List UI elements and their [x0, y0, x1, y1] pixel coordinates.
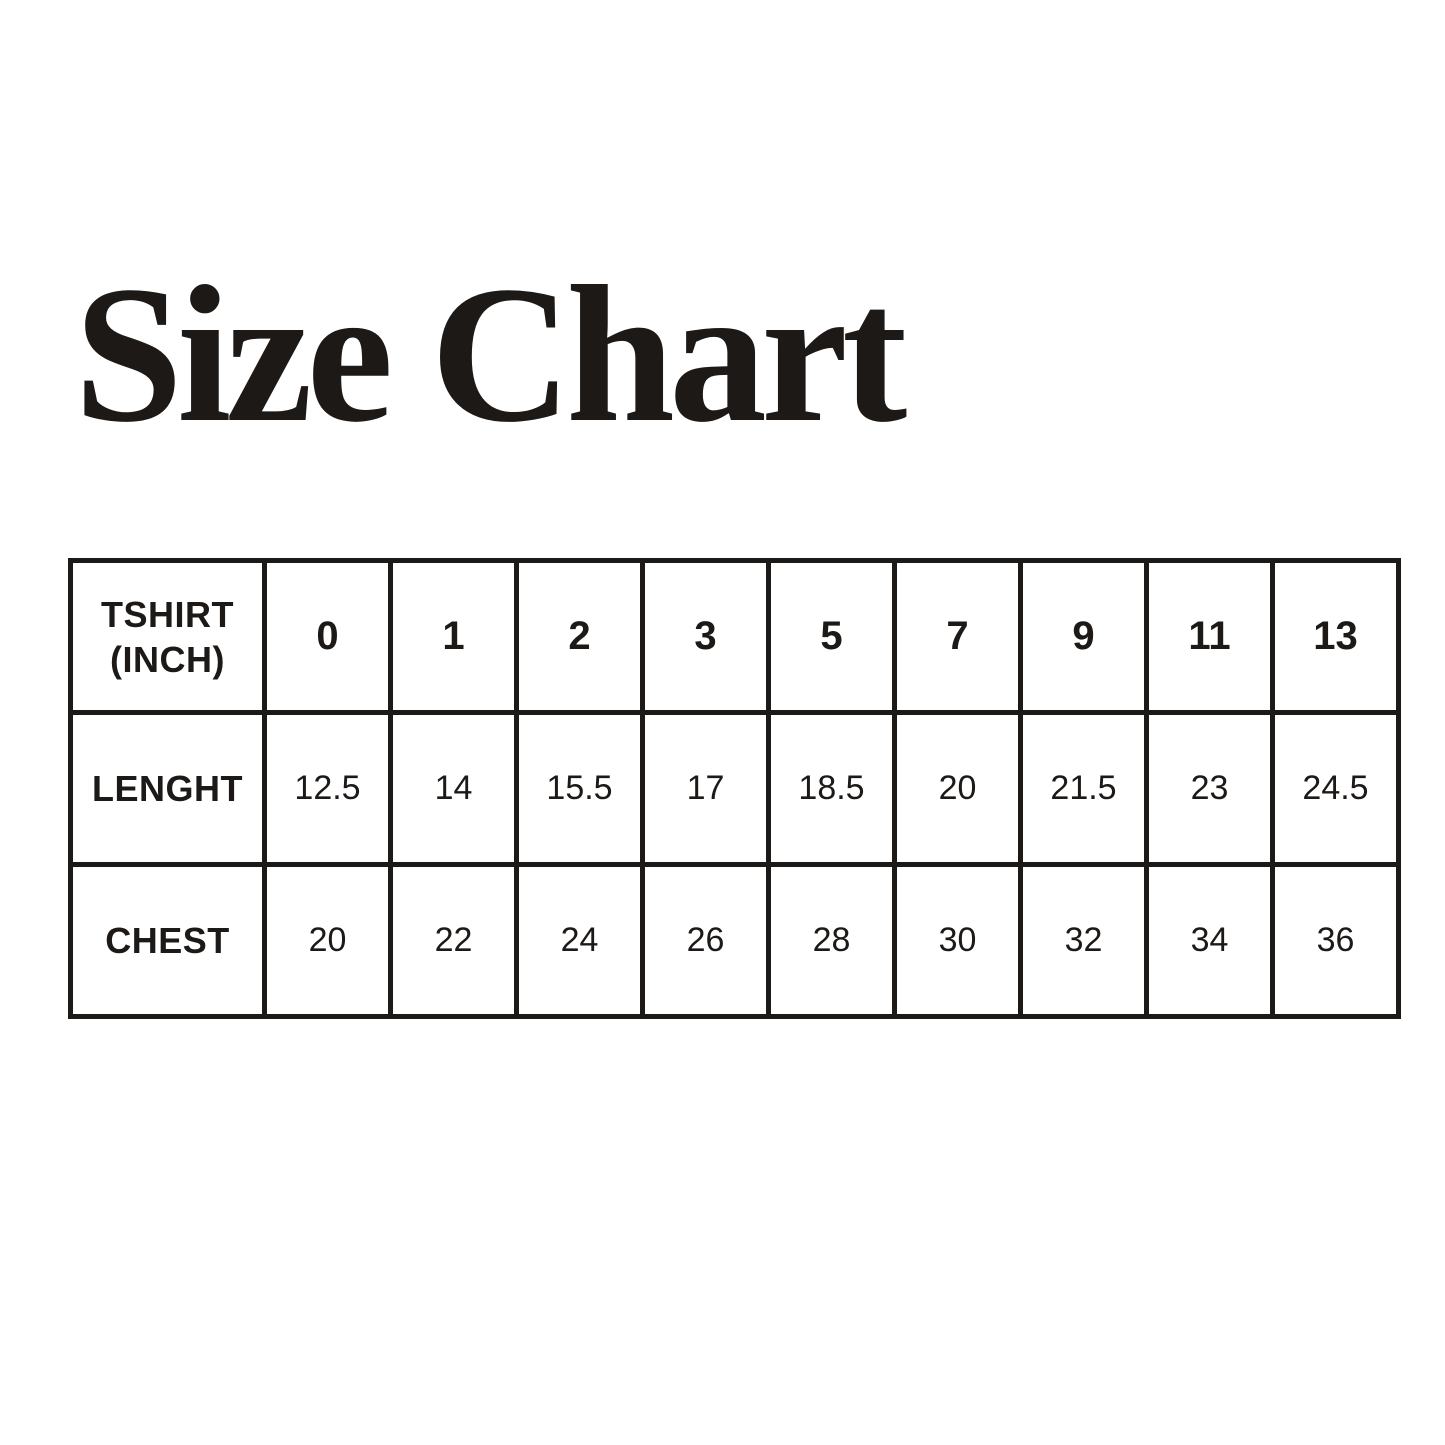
size-cell: 5: [766, 558, 897, 715]
table-row-chest: CHEST 20 22 24 26 28 30 32 34 36: [68, 862, 1401, 1019]
length-value-cell: 23: [1144, 710, 1275, 867]
chest-value-cell: 32: [1018, 862, 1149, 1019]
header-cell-tshirt-inch: TSHIRT (INCH): [68, 558, 267, 715]
row-label-length: LENGHT: [68, 710, 267, 867]
length-value-cell: 24.5: [1270, 710, 1401, 867]
chest-value-cell: 20: [262, 862, 393, 1019]
length-value-cell: 12.5: [262, 710, 393, 867]
length-value-cell: 14: [388, 710, 519, 867]
size-chart-table: TSHIRT (INCH) 0 1 2 3 5 7 9 11 13 LENGHT…: [68, 558, 1401, 1019]
size-cell: 7: [892, 558, 1023, 715]
length-value-cell: 15.5: [514, 710, 645, 867]
length-value-cell: 18.5: [766, 710, 897, 867]
size-cell: 9: [1018, 558, 1149, 715]
chest-value-cell: 36: [1270, 862, 1401, 1019]
chest-value-cell: 26: [640, 862, 771, 1019]
chest-value-cell: 24: [514, 862, 645, 1019]
chest-value-cell: 30: [892, 862, 1023, 1019]
size-cell: 3: [640, 558, 771, 715]
size-cell: 1: [388, 558, 519, 715]
length-value-cell: 21.5: [1018, 710, 1149, 867]
page-title: Size Chart: [74, 246, 907, 463]
chest-value-cell: 34: [1144, 862, 1275, 1019]
chest-value-cell: 22: [388, 862, 519, 1019]
chest-value-cell: 28: [766, 862, 897, 1019]
table-row-length: LENGHT 12.5 14 15.5 17 18.5 20 21.5 23 2…: [68, 710, 1401, 867]
size-cell: 0: [262, 558, 393, 715]
length-value-cell: 20: [892, 710, 1023, 867]
size-cell: 13: [1270, 558, 1401, 715]
length-value-cell: 17: [640, 710, 771, 867]
table-row-sizes: TSHIRT (INCH) 0 1 2 3 5 7 9 11 13: [68, 558, 1401, 715]
row-label-chest: CHEST: [68, 862, 267, 1019]
size-cell: 2: [514, 558, 645, 715]
size-cell: 11: [1144, 558, 1275, 715]
